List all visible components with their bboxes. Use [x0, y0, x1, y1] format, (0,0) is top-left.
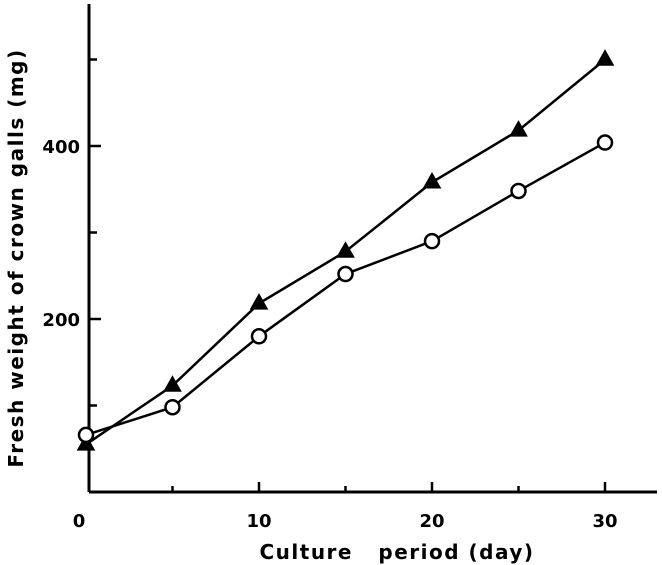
series-2-point: [423, 232, 441, 250]
series-1-point: [422, 172, 442, 189]
x-tick-label: 0: [73, 511, 86, 532]
y-tick-label: 400: [42, 137, 80, 158]
series-2-point: [77, 426, 95, 444]
series-layer: [76, 49, 615, 451]
y-axis-title: Fresh weight of crown galls (mg): [4, 48, 28, 467]
series-2-point: [337, 265, 354, 283]
series-1-point: [163, 375, 182, 392]
axis-ticks: 0 10 20 30 200 400: [42, 58, 618, 532]
series-1-point: [336, 241, 355, 258]
series-1-point: [509, 120, 528, 137]
series-1-point: [249, 293, 269, 310]
x-tick-label: 10: [246, 511, 271, 532]
y-tick-label: 200: [42, 310, 80, 331]
x-axis-title: Culture period (day): [259, 540, 534, 564]
series-2-point: [510, 182, 527, 200]
x-tick-label: 20: [419, 511, 444, 532]
series-1-point: [595, 49, 615, 66]
series-2-point: [250, 328, 268, 345]
series-2-point: [596, 134, 614, 151]
series-2-point: [164, 398, 181, 416]
x-tick-label: 30: [592, 511, 617, 532]
